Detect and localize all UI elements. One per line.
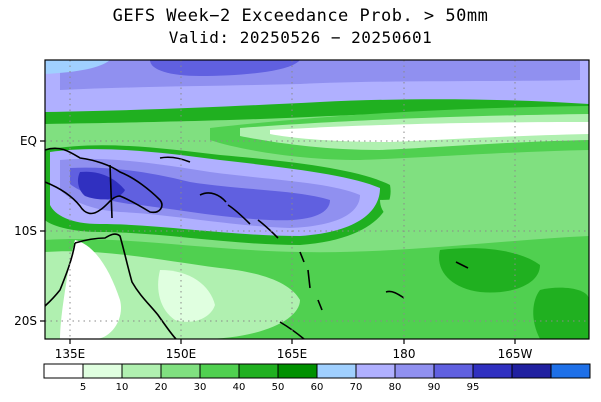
probability-field (45, 60, 589, 339)
colorbar-tick-label: 20 (155, 382, 168, 393)
colorbar-swatch (121, 363, 162, 379)
colorbar-swatch (82, 363, 123, 379)
colorbar-swatch (355, 363, 396, 379)
lat-label-20s: 20S (14, 314, 37, 328)
lon-label-180: 180 (393, 347, 416, 361)
gridlines (45, 60, 589, 339)
colorbar-swatch (238, 363, 279, 379)
colorbar-tick-label: 50 (272, 382, 285, 393)
colorbar-swatch (277, 363, 318, 379)
colorbar: 5 10 20 30 40 50 60 70 80 90 95 (43, 363, 591, 393)
colorbar-swatch (160, 363, 201, 379)
lon-label-165e: 165E (277, 347, 308, 361)
lat-label-10s: 10S (14, 224, 37, 238)
colorbar-tick-label: 95 (467, 382, 480, 393)
lon-label-165w: 165W (498, 347, 533, 361)
lat-label-eq: EQ (20, 134, 37, 148)
colorbar-swatch (550, 363, 591, 379)
colorbar-swatch (433, 363, 474, 379)
colorbar-tick-label: 10 (116, 382, 129, 393)
lon-label-135e: 135E (55, 347, 86, 361)
axis-ticks (40, 140, 516, 344)
lon-label-150e: 150E (166, 347, 197, 361)
colorbar-tick-label: 30 (194, 382, 207, 393)
map-frame (44, 59, 590, 340)
colorbar-swatch (43, 363, 84, 379)
colorbar-tick-label: 90 (428, 382, 441, 393)
colorbar-tick-label: 60 (311, 382, 324, 393)
colorbar-swatch (199, 363, 240, 379)
colorbar-swatch (316, 363, 357, 379)
colorbar-tick-label: 80 (389, 382, 402, 393)
colorbar-tick-label: 40 (233, 382, 246, 393)
map-subtitle: Valid: 20250526 − 20250601 (168, 28, 433, 47)
colorbar-swatch (472, 363, 513, 379)
colorbar-swatch (511, 363, 552, 379)
coastlines (45, 147, 469, 339)
colorbar-swatch (394, 363, 435, 379)
colorbar-tick-label: 5 (80, 382, 86, 393)
colorbar-tick-label: 70 (350, 382, 363, 393)
map-title: GEFS Week−2 Exceedance Prob. > 50mm (112, 6, 489, 26)
